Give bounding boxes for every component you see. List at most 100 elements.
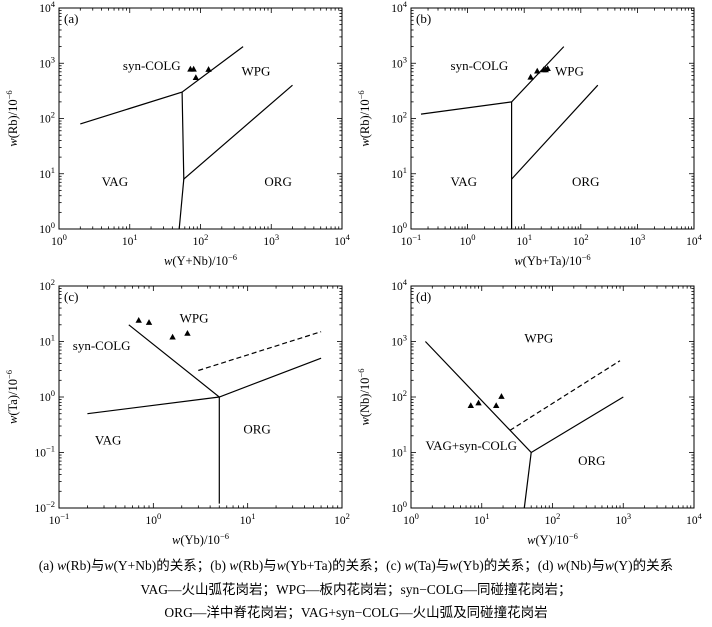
region-label: WPG: [180, 310, 209, 325]
y-tick-label: 10−2: [34, 499, 55, 515]
x-tick-label: 103: [630, 232, 646, 248]
dashed-boundary-line: [198, 331, 322, 372]
region-label: syn-COLG: [123, 58, 181, 73]
caption-variable-w: w: [57, 558, 67, 573]
region-label: VAG+syn-COLG: [425, 438, 517, 453]
region-label: syn-COLG: [451, 58, 509, 73]
region-label: VAG: [95, 432, 122, 447]
y-tick-label: 103: [391, 54, 407, 70]
boundary-line: [178, 179, 185, 230]
sample-point: [190, 65, 197, 72]
y-tick-label: 104: [391, 277, 408, 293]
sample-point: [145, 319, 153, 325]
x-tick-label: 102: [573, 232, 589, 248]
caption-line-2: VAG—火山弧花岗岩；WPG—板内花岗岩；syn−COLG—同碰撞花岗岩；: [140, 582, 572, 597]
boundary-line: [128, 324, 220, 504]
y-tick-label: 101: [39, 333, 55, 349]
sample-point: [467, 402, 474, 408]
plot-frame-a: [58, 7, 343, 230]
x-tick-label: 10−1: [49, 511, 70, 527]
y-tick-label: 103: [391, 333, 407, 349]
caption-variable-w: w: [604, 558, 614, 573]
caption-variable-w: w: [104, 558, 114, 573]
x-tick-label: 100: [460, 232, 476, 248]
y-tick-label: 102: [39, 277, 55, 293]
y-tick-label: 100: [39, 220, 55, 236]
panel-b: 10−1 100 101 102 103 104100101102103104w(Yb+T…: [356, 0, 703, 268]
region-label: WPG: [555, 64, 584, 79]
x-axis-label: w(Yb+Ta)/10−6: [514, 252, 590, 268]
caption-text: (a): [38, 558, 58, 573]
caption-text: (Yb)的关系；(d): [458, 558, 557, 573]
caption-variable-w: w: [449, 558, 459, 573]
x-axis-label: w(Yb)/10−6: [172, 531, 229, 547]
region-label: ORG: [243, 421, 270, 436]
x-tick-label: 101: [122, 232, 138, 248]
boundary-line: [181, 84, 293, 181]
caption-line-1: (a) w(Rb)与w(Y+Nb)的关系；(b) w(Rb)与w(Yb+Ta)的…: [0, 556, 712, 576]
y-tick-label: 104: [39, 0, 56, 15]
boundary-line: [87, 357, 322, 415]
caption-variable-w: w: [229, 558, 239, 573]
panel-label: (a): [64, 11, 78, 26]
dashed-boundary-line: [509, 360, 621, 431]
y-axis-label: w(Rb)/10−6: [356, 90, 372, 146]
x-tick-label: 100: [145, 511, 161, 527]
x-tick-label: 10−1: [401, 232, 422, 248]
panel-c: 10−1 100 101 10210−210−1100101102w(Yb)/10−6…: [4, 277, 350, 547]
tick-marks-c: [58, 286, 342, 509]
region-label: WPG: [524, 331, 553, 346]
boundary-line: [420, 46, 565, 115]
x-tick-label: 101: [240, 511, 256, 527]
panel-a: 100 101 102 103 104 100 101 102 103 104 w(Y+Nb)/10…: [4, 0, 351, 268]
x-tick-label: 104: [686, 232, 703, 248]
y-axis-label: w(Nb)/10−6: [356, 369, 372, 426]
sample-point: [498, 393, 505, 399]
region-label: VAG: [102, 174, 128, 189]
boundary-line: [530, 396, 624, 454]
sample-point: [135, 316, 142, 323]
tick-marks-b: [410, 8, 694, 230]
y-tick-label: 101: [39, 165, 55, 181]
region-label: VAG: [451, 174, 478, 189]
sample-point: [492, 402, 500, 408]
boundary-line: [511, 84, 599, 180]
y-tick-label: 100: [391, 220, 407, 236]
region-label: ORG: [572, 174, 599, 189]
region-label: ORG: [578, 453, 605, 468]
caption-text: (Yb+Ta)的关系；(c): [285, 558, 405, 573]
y-tick-label: 102: [391, 110, 407, 126]
panel-label: (d): [416, 289, 431, 304]
sample-point: [475, 399, 482, 406]
x-tick-label: 102: [193, 232, 209, 248]
caption-variable-w: w: [404, 558, 414, 573]
caption-variable-w: w: [556, 558, 566, 573]
y-tick-label: 100: [39, 388, 55, 404]
x-tick-label: 104: [334, 232, 351, 248]
panel-label: (b): [416, 11, 431, 26]
y-tick-label: 101: [391, 444, 407, 460]
plot-frame-b: [410, 7, 695, 230]
sample-point: [184, 329, 191, 336]
region-label: syn-COLG: [73, 338, 131, 353]
region-label: WPG: [242, 64, 271, 79]
caption-text: (Y+Nb)的关系；(b): [113, 558, 230, 573]
sample-point: [534, 67, 541, 74]
y-tick-label: 102: [391, 388, 407, 404]
x-tick-label: 101: [516, 232, 532, 248]
sample-point: [527, 73, 534, 80]
sample-point: [169, 333, 176, 340]
tick-marks-a: [58, 8, 342, 230]
boundary-line: [424, 341, 532, 509]
x-tick-label: 102: [334, 511, 350, 527]
caption-text: (Rb)与: [238, 558, 277, 573]
panel-label: (c): [64, 289, 78, 304]
caption-variable-w: w: [276, 558, 286, 573]
sample-point: [544, 65, 551, 72]
x-axis-label: w(Y)/10−6: [527, 531, 578, 547]
x-tick-label: 103: [263, 232, 279, 248]
y-tick-label: 10−1: [34, 444, 55, 460]
plot-frame-d: [410, 285, 695, 509]
y-tick-label: 100: [391, 499, 407, 515]
